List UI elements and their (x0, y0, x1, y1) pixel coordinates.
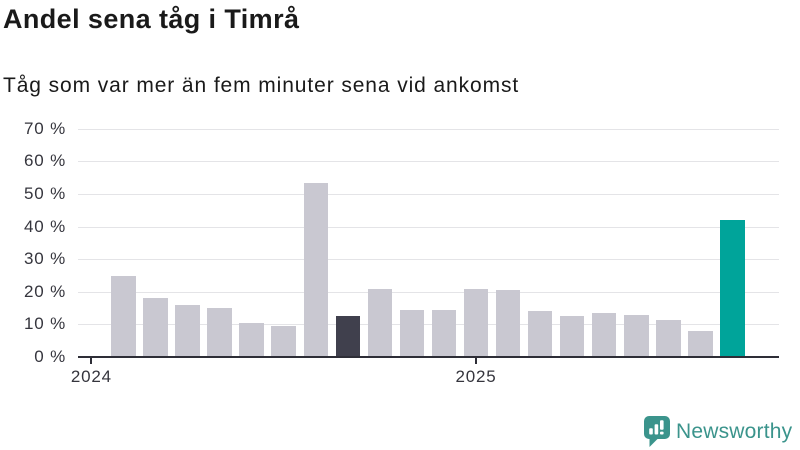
y-axis-tick-label: 10 % (24, 314, 66, 334)
gridline (78, 324, 779, 326)
bar (143, 298, 168, 357)
bar (559, 316, 585, 357)
bar (688, 330, 713, 357)
gridline (78, 128, 779, 130)
bar (591, 312, 617, 357)
chart-title: Andel sena tåg i Timrå (3, 4, 300, 34)
bar (111, 275, 136, 357)
y-axis-tick-label: 0 % (34, 347, 66, 366)
y-axis-tick-label: 20 % (24, 281, 66, 301)
bar (239, 322, 264, 357)
bar (656, 319, 681, 357)
brand-footer: Newsworthy (644, 416, 792, 447)
x-axis-line (78, 356, 779, 358)
bar (431, 309, 457, 357)
bar (495, 290, 521, 357)
x-axis-tick (90, 358, 93, 364)
y-axis-tick-label: 40 % (24, 216, 66, 236)
gridline (78, 226, 779, 228)
bar (335, 316, 361, 357)
bar (399, 309, 425, 357)
y-axis-tick-label: 70 % (24, 118, 66, 138)
brand-name: Newsworthy (676, 419, 793, 443)
x-axis-tick (475, 358, 477, 364)
gridline (78, 194, 779, 195)
bar (303, 182, 328, 357)
x-axis-tick-label: 2024 (70, 367, 112, 386)
y-axis-tick-label: 60 % (24, 151, 66, 171)
bar (463, 288, 489, 357)
bar (175, 304, 200, 357)
bar (720, 220, 745, 357)
y-axis-tick-label: 50 % (24, 184, 66, 203)
y-axis-tick-label: 30 % (24, 249, 66, 269)
gridline (78, 259, 779, 261)
bar (367, 288, 393, 357)
gridline (78, 161, 779, 163)
bar (527, 311, 553, 357)
bar (207, 308, 232, 357)
chart-subtitle: Tåg som var mer än fem minuter sena vid … (3, 74, 520, 97)
newsworthy-logo-icon (644, 416, 670, 447)
bar (271, 326, 296, 357)
x-axis-tick-label: 2025 (455, 367, 497, 386)
gridline (78, 291, 779, 293)
bar (624, 314, 649, 357)
